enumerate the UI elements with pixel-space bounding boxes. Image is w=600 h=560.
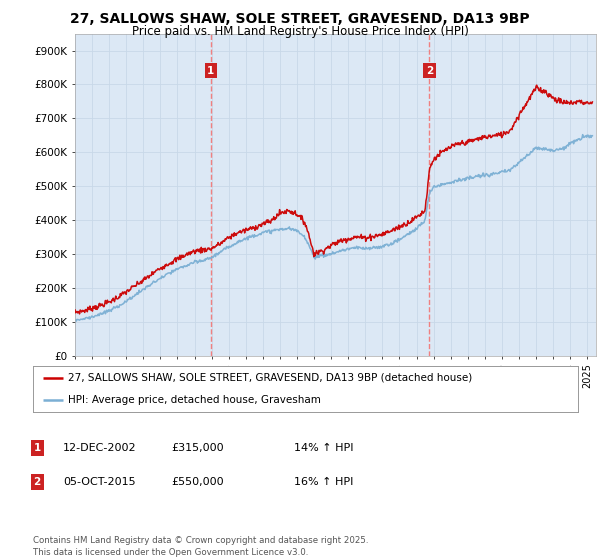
- Text: 12-DEC-2002: 12-DEC-2002: [63, 443, 137, 453]
- Text: 2: 2: [34, 477, 41, 487]
- Text: 1: 1: [207, 66, 214, 76]
- Text: 1: 1: [34, 443, 41, 453]
- Text: £315,000: £315,000: [171, 443, 224, 453]
- Text: Contains HM Land Registry data © Crown copyright and database right 2025.
This d: Contains HM Land Registry data © Crown c…: [33, 536, 368, 557]
- Text: 16% ↑ HPI: 16% ↑ HPI: [294, 477, 353, 487]
- Text: 27, SALLOWS SHAW, SOLE STREET, GRAVESEND, DA13 9BP (detached house): 27, SALLOWS SHAW, SOLE STREET, GRAVESEND…: [68, 372, 473, 382]
- Text: HPI: Average price, detached house, Gravesham: HPI: Average price, detached house, Grav…: [68, 395, 321, 405]
- Text: 14% ↑ HPI: 14% ↑ HPI: [294, 443, 353, 453]
- Text: 27, SALLOWS SHAW, SOLE STREET, GRAVESEND, DA13 9BP: 27, SALLOWS SHAW, SOLE STREET, GRAVESEND…: [70, 12, 530, 26]
- Text: Price paid vs. HM Land Registry's House Price Index (HPI): Price paid vs. HM Land Registry's House …: [131, 25, 469, 38]
- Text: 2: 2: [426, 66, 433, 76]
- Text: 05-OCT-2015: 05-OCT-2015: [63, 477, 136, 487]
- Text: £550,000: £550,000: [171, 477, 224, 487]
